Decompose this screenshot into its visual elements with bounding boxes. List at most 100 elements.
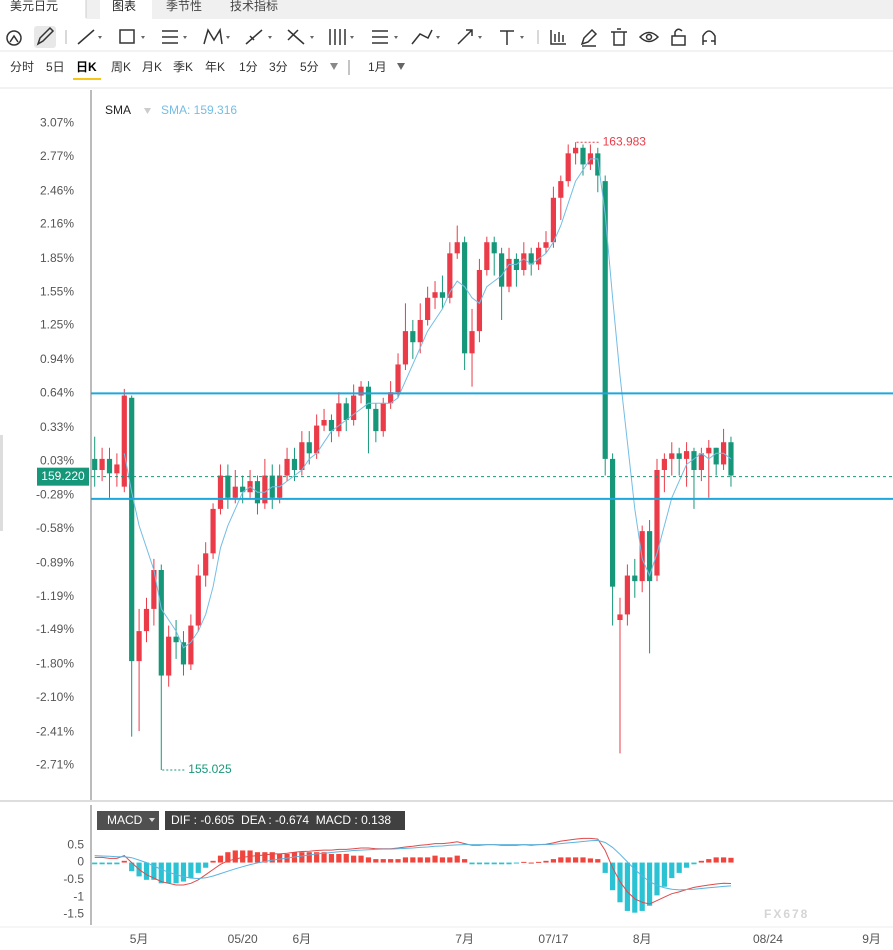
period-button[interactable]: 5分 — [300, 60, 319, 74]
candle-body — [166, 636, 172, 676]
candle-body — [521, 253, 527, 270]
candle-body — [484, 242, 490, 270]
tool-icon[interactable] — [162, 30, 187, 44]
macd-bar — [232, 850, 238, 863]
y-tick-label: -1.49% — [36, 622, 74, 636]
y-tick-label: -1.19% — [36, 589, 74, 603]
period-button[interactable]: 分时 — [10, 60, 34, 74]
sma-line — [123, 158, 732, 649]
y-tick-label: 2.46% — [40, 183, 74, 197]
macd-bar — [676, 862, 682, 873]
dropdown-arrow[interactable] — [330, 63, 338, 70]
period-button[interactable]: 月K — [142, 60, 162, 74]
indicator-name: MACD — [107, 813, 143, 827]
tool-icon[interactable] — [671, 28, 686, 46]
candle-body — [402, 331, 409, 365]
x-tick-label: 07/17 — [538, 932, 568, 946]
candle-body — [661, 458, 667, 470]
side-handle[interactable] — [0, 435, 3, 531]
tool-icon[interactable] — [550, 30, 566, 45]
macd-bar — [654, 862, 660, 896]
y-tick-label: -0.89% — [36, 556, 74, 570]
macd-bar — [106, 862, 113, 865]
tool-icon[interactable] — [6, 30, 22, 46]
candle-body — [291, 458, 298, 470]
candle-body — [203, 553, 209, 576]
candle-body — [328, 420, 335, 432]
candle-body — [321, 420, 327, 426]
macd-bar — [565, 857, 571, 863]
macd-bar — [365, 857, 372, 863]
macd-bar — [388, 859, 394, 863]
candle-body — [143, 608, 150, 632]
tool-icon[interactable] — [500, 30, 524, 45]
tool-icon[interactable] — [36, 26, 55, 46]
period-button[interactable]: 年K — [205, 60, 225, 74]
macd-bar — [691, 862, 697, 865]
candle-body — [506, 258, 512, 287]
macd-bar — [462, 859, 468, 863]
tab[interactable]: 季节性 — [166, 0, 202, 13]
y-tick-label: -1.5 — [63, 907, 84, 921]
tool-icon[interactable] — [457, 29, 482, 45]
tool-icon[interactable] — [245, 29, 272, 45]
macd-bar — [720, 857, 727, 863]
macd-bar — [299, 852, 305, 863]
candle-body — [632, 575, 638, 582]
legend-dropdown[interactable] — [144, 108, 151, 114]
macd-bar — [321, 852, 327, 863]
macd-bar — [484, 862, 490, 865]
tool-icon[interactable] — [372, 30, 398, 44]
period-bar: 分时 5日 日K 周K 月K 季K 年K 1分 3分 5分 1月 — [10, 60, 387, 80]
tab[interactable]: 图表 — [112, 0, 136, 13]
tab-active-bg — [100, 0, 152, 19]
macd-bar — [550, 859, 557, 863]
period-button[interactable]: 3分 — [269, 60, 288, 74]
tool-icon[interactable] — [329, 29, 354, 45]
tool-icon[interactable] — [638, 31, 660, 43]
indicator-dropdown[interactable] — [149, 818, 155, 822]
macd-bar — [166, 862, 172, 884]
candle-body — [180, 642, 187, 665]
period-button[interactable]: 周K — [111, 60, 131, 74]
tab[interactable]: 技术指标 — [230, 0, 278, 13]
y-tick-label: 2.77% — [40, 149, 74, 163]
macd-bar — [476, 862, 483, 865]
y-tick-label: 0.33% — [40, 420, 74, 434]
candle-body — [299, 442, 305, 470]
period-button[interactable]: 季K — [173, 60, 193, 74]
indicator-button[interactable] — [97, 811, 159, 830]
tool-icon[interactable] — [702, 30, 716, 45]
candle-body — [609, 458, 616, 587]
candle-body — [683, 451, 690, 459]
tool-icon[interactable] — [411, 29, 440, 45]
macd-bar — [158, 862, 164, 884]
period-button[interactable]: 日K — [76, 60, 97, 74]
candle-body — [447, 253, 453, 298]
macd-bar — [195, 862, 201, 873]
period-button[interactable]: 1月 — [368, 60, 387, 74]
candle-body — [410, 331, 416, 343]
candle-body — [395, 364, 401, 393]
dropdown-arrow[interactable] — [397, 63, 405, 70]
annotation-label: 163.983 — [603, 134, 647, 148]
tool-icon[interactable] — [119, 29, 145, 44]
period-button[interactable]: 1分 — [239, 60, 258, 74]
tool-icon[interactable] — [77, 29, 102, 45]
y-tick-label: -2.41% — [36, 724, 74, 738]
candle-body — [602, 181, 608, 459]
candle-body — [617, 614, 623, 620]
candle-body — [136, 631, 142, 662]
candle-body — [284, 458, 290, 476]
candle-body — [439, 292, 446, 298]
tool-icon[interactable] — [287, 29, 314, 45]
tool-icon[interactable] — [203, 27, 230, 45]
period-button[interactable]: 5日 — [46, 60, 65, 74]
tool-icon[interactable] — [580, 28, 598, 47]
tool-icon[interactable] — [611, 28, 627, 46]
candle-body — [314, 425, 320, 454]
macd-bar — [469, 862, 475, 865]
candle-body — [106, 458, 113, 474]
indicator-readout: DIF : -0.605 DEA : -0.674 MACD : 0.138 — [171, 813, 391, 827]
